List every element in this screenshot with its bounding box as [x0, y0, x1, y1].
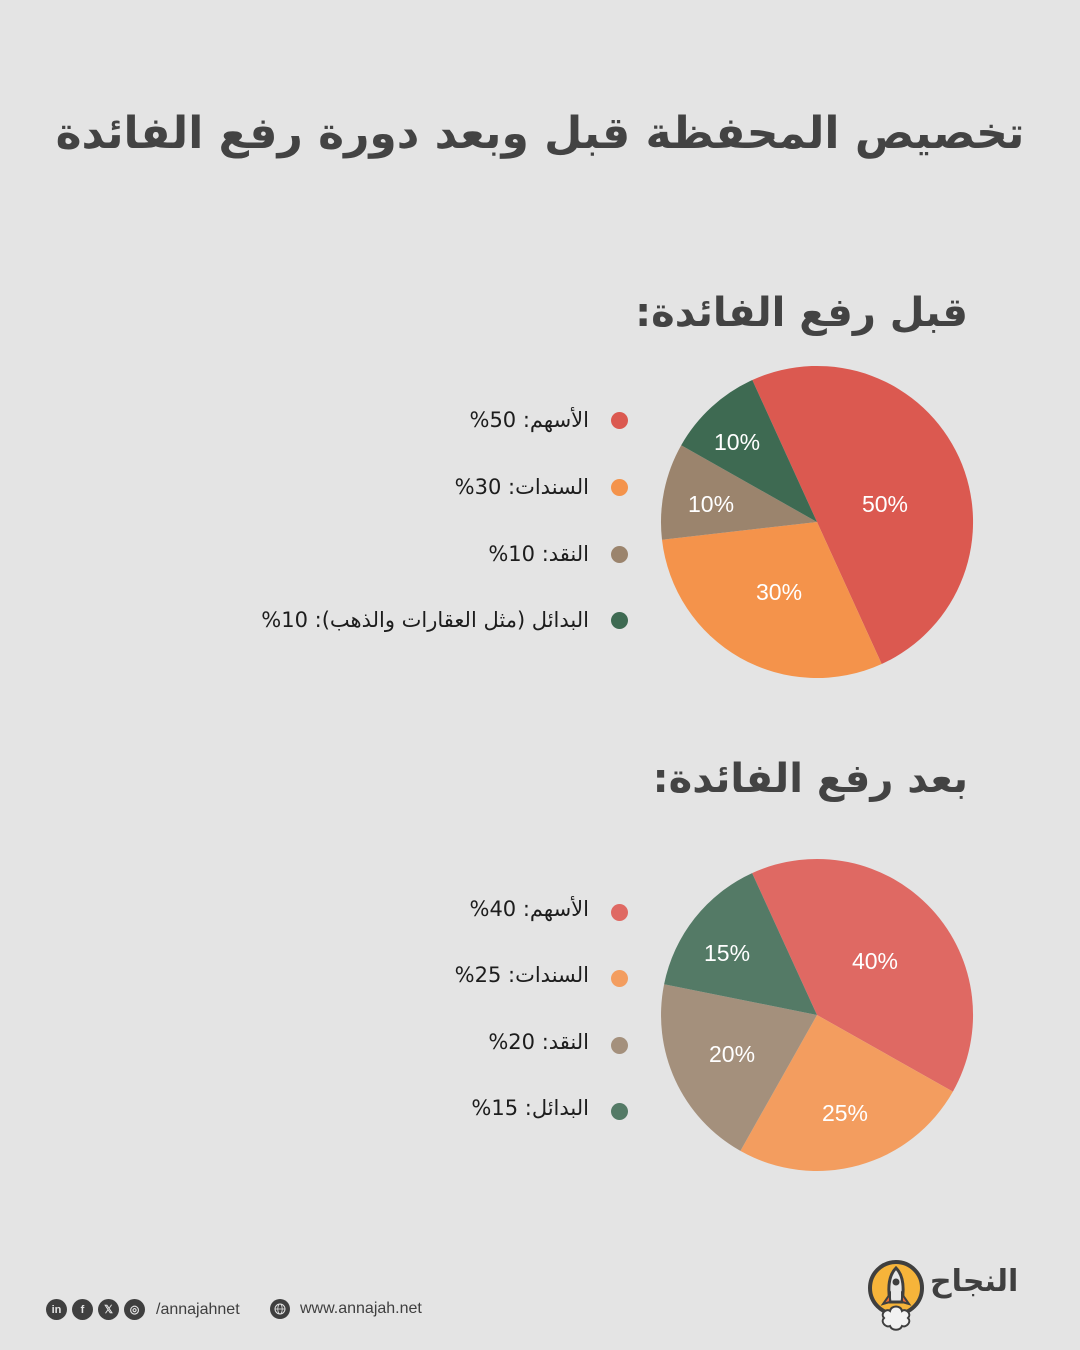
legend-label: النقد: 20% [488, 1030, 589, 1054]
legend-item-bonds: السندات: 30% [455, 475, 628, 499]
main-title: تخصيص المحفظة قبل وبعد دورة رفع الفائدة [55, 108, 1025, 159]
globe-icon [270, 1299, 290, 1319]
legend-item-cash: النقد: 20% [488, 1030, 628, 1054]
website-url: www.annajah.net [300, 1300, 422, 1317]
slice-label-cash: 10% [688, 491, 734, 517]
slice-label-bonds: 25% [822, 1100, 868, 1126]
legend-label: السندات: 30% [454, 475, 589, 499]
legend-label: الأسهم: 40% [469, 897, 589, 921]
pie-svg-before: 50% 30% 10% 10% [660, 365, 974, 679]
social-handle[interactable]: /annajahnet [156, 1300, 240, 1318]
legend-label: النقد: 10% [488, 542, 589, 566]
legend-label: البدائل (مثل العقارات والذهب): 10% [261, 608, 589, 632]
slice-label-alternatives: 10% [714, 429, 760, 455]
section-title-after: بعد رفع الفائدة: [652, 756, 968, 802]
legend-dot-icon [611, 1102, 628, 1120]
slice-alternatives [681, 380, 817, 522]
legend-item-alternatives: البدائل: 15% [471, 1096, 628, 1120]
legend-dot-icon [611, 411, 628, 429]
brand-name: النجاح [930, 1264, 1019, 1299]
legend-item-stocks: الأسهم: 40% [469, 897, 628, 921]
slice-label-alternatives: 15% [704, 940, 750, 966]
footer-social: in f 𝕏 ◎ /annajahnet [46, 1299, 240, 1320]
slice-cash [661, 984, 817, 1151]
website-link[interactable]: www.annajah.net [270, 1299, 422, 1319]
slice-stocks [752, 365, 974, 664]
facebook-icon[interactable]: f [72, 1299, 93, 1320]
brand-logo: النجاح [868, 1256, 1018, 1336]
legend-item-stocks: الأسهم: 50% [469, 408, 628, 432]
x-icon[interactable]: 𝕏 [98, 1299, 119, 1320]
slice-cash [660, 445, 817, 540]
legend-dot-icon [611, 545, 628, 563]
pie-chart-after: 40% 25% 20% 15% [660, 858, 974, 1172]
legend-dot-icon [611, 478, 628, 496]
instagram-icon[interactable]: ◎ [124, 1299, 145, 1320]
slice-label-bonds: 30% [756, 579, 802, 605]
legend-item-bonds: السندات: 25% [455, 963, 628, 987]
legend-label: البدائل: 15% [471, 1096, 589, 1120]
legend-item-alternatives: البدائل (مثل العقارات والذهب): 10% [261, 608, 628, 632]
legend-dot-icon [611, 1036, 628, 1054]
legend-dot-icon [611, 611, 628, 629]
slice-alternatives [664, 873, 817, 1015]
section-title-before: قبل رفع الفائدة: [635, 290, 968, 336]
linkedin-icon[interactable]: in [46, 1299, 67, 1320]
slice-label-cash: 20% [709, 1041, 755, 1067]
legend-dot-icon [611, 903, 628, 921]
rocket-logo-icon [868, 1260, 924, 1331]
legend-label: السندات: 25% [454, 963, 589, 987]
legend-label: الأسهم: 50% [469, 408, 589, 432]
pie-chart-before: 50% 30% 10% 10% [660, 365, 974, 679]
slice-bonds [740, 1015, 953, 1172]
slice-label-stocks: 40% [852, 948, 898, 974]
legend-dot-icon [611, 969, 628, 987]
slice-bonds [662, 522, 882, 679]
slice-label-stocks: 50% [862, 491, 908, 517]
pie-svg-after: 40% 25% 20% 15% [661, 858, 974, 1172]
legend-item-cash: النقد: 10% [488, 542, 628, 566]
slice-stocks [752, 858, 974, 1092]
